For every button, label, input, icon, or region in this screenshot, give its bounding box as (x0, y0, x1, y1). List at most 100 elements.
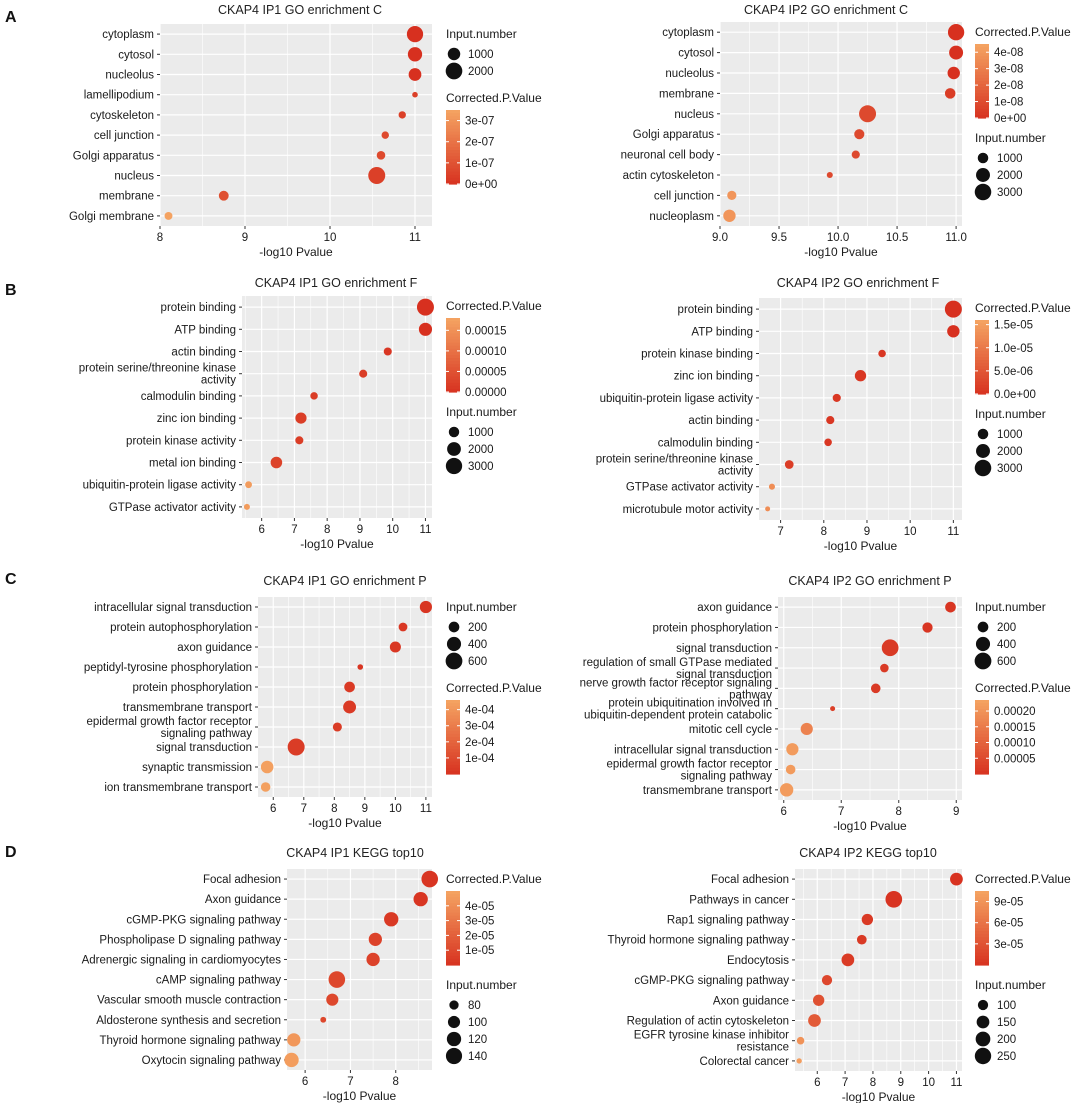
y-tick-label: nucleolus (665, 68, 714, 80)
data-point (366, 952, 380, 967)
y-tick-line: transmembrane transport (643, 785, 773, 797)
size-legend-dot (976, 168, 990, 182)
colorbar-segment (975, 755, 989, 760)
colorbar-segment (446, 361, 460, 365)
colorbar-segment (975, 700, 989, 704)
chart-4: 6 7 8 9 10 11 intracellular signal transductio… (84, 574, 542, 830)
colorbar-segment (446, 177, 460, 182)
data-point (947, 66, 960, 80)
colorbar-segment (446, 134, 460, 139)
plot-panel (759, 298, 962, 520)
data-point (295, 436, 304, 445)
size-legend-title: Input.number (975, 407, 1046, 421)
data-point (821, 974, 833, 986)
y-tick-label: actin binding (171, 347, 236, 359)
y-tick-line: calmodulin binding (658, 437, 753, 449)
data-point (260, 760, 274, 774)
x-tick-label: 6 (270, 803, 276, 815)
y-tick-line: nucleolus (665, 68, 714, 80)
y-tick-line: Rap1 signaling pathway (667, 915, 789, 927)
size-legend-dot (974, 183, 992, 201)
y-tick-line: Thyroid hormone signaling pathway (99, 1035, 281, 1047)
colorbar-segment (975, 102, 989, 107)
y-tick-label: epidermal growth factor receptor signalin… (86, 716, 252, 740)
y-tick-label: peptidyl-tyrosine phosphorylation (84, 662, 252, 674)
colorbar-segment (975, 47, 989, 51)
size-legend-dot (447, 442, 461, 456)
x-tick-label: 7 (347, 1076, 353, 1088)
y-tick-line: ATP binding (691, 326, 753, 338)
data-point (287, 738, 305, 756)
data-point (945, 601, 956, 613)
size-legend-label: 3000 (468, 461, 494, 473)
y-tick-line: activity (718, 466, 753, 478)
y-tick-line: transmembrane transport (123, 702, 253, 714)
data-point (768, 483, 775, 490)
data-point (295, 412, 307, 424)
data-point (947, 24, 965, 41)
size-legend-dot (977, 152, 989, 164)
data-point (786, 743, 799, 756)
x-tick-label: 8 (393, 1076, 399, 1088)
size-legend-dot (974, 1047, 992, 1065)
data-point (260, 782, 271, 792)
data-point (408, 68, 422, 81)
y-tick-label: calmodulin binding (658, 437, 753, 449)
colorbar-segment (975, 390, 989, 395)
y-tick-line: protein binding (161, 302, 236, 314)
data-point (765, 506, 771, 512)
data-point (727, 190, 737, 201)
colorbar-segment (975, 752, 989, 757)
y-tick-line: regulation of small GTPase mediated (583, 657, 772, 669)
data-point (398, 622, 408, 632)
colorbar-segment (975, 372, 989, 377)
colorbar-segment (446, 724, 460, 729)
data-point (824, 438, 832, 447)
colorbar-label: 1.0e-05 (994, 343, 1033, 355)
chart-title: CKAP4 IP2 GO enrichment P (788, 574, 951, 588)
x-tick-label: 10 (904, 526, 917, 538)
colorbar-label: 0.00000 (465, 387, 507, 399)
colorbar-segment (975, 733, 989, 738)
size-legend-label: 1000 (468, 427, 494, 439)
y-tick-line: intracellular signal transduction (614, 744, 772, 756)
x-tick-label: 7 (291, 524, 297, 536)
plot-panel (242, 296, 432, 518)
colorbar-segment (446, 159, 460, 164)
data-point (800, 722, 813, 736)
y-tick-label: zinc ion binding (674, 371, 753, 383)
plot-panel (720, 22, 962, 226)
data-point (245, 481, 252, 489)
data-point (418, 322, 433, 336)
colorbar-segment (446, 321, 460, 325)
colorbar-segment (446, 764, 460, 769)
colorbar-segment (446, 324, 460, 328)
colorbar-segment (446, 931, 460, 935)
size-legend-label: 3000 (997, 187, 1023, 199)
x-tick-label: 8 (331, 803, 337, 815)
data-point (284, 1052, 299, 1068)
colorbar-segment (975, 952, 989, 957)
colorbar-segment (975, 912, 989, 917)
size-legend-dot (449, 1000, 459, 1010)
colorbar-segment (975, 68, 989, 73)
y-tick-line: protein serine/threonine kinase (79, 363, 236, 375)
data-point (950, 872, 963, 886)
y-tick-label: protein phosphorylation (652, 622, 772, 634)
y-tick-label: Adrenergic signaling in cardiomyocytes (82, 954, 282, 966)
colorbar-segment (446, 737, 460, 741)
colorbar-label: 0.00005 (994, 753, 1036, 765)
data-point (413, 891, 428, 907)
colorbar-segment (446, 703, 460, 707)
y-tick-line: nucleolus (105, 70, 154, 82)
y-tick-line: protein phosphorylation (652, 622, 772, 634)
y-tick-line: metal ion binding (149, 458, 236, 470)
color-legend-title: Corrected.P.Value (446, 681, 542, 695)
y-tick-line: resistance (737, 1042, 789, 1054)
y-tick-line: EGFR tyrosine kinase inhibitor (634, 1030, 789, 1042)
colorbar-segment (446, 743, 460, 747)
y-tick-line: protein autophosphorylation (110, 622, 252, 634)
colorbar-segment (446, 894, 460, 898)
y-tick-line: peptidyl-tyrosine phosphorylation (84, 662, 252, 674)
